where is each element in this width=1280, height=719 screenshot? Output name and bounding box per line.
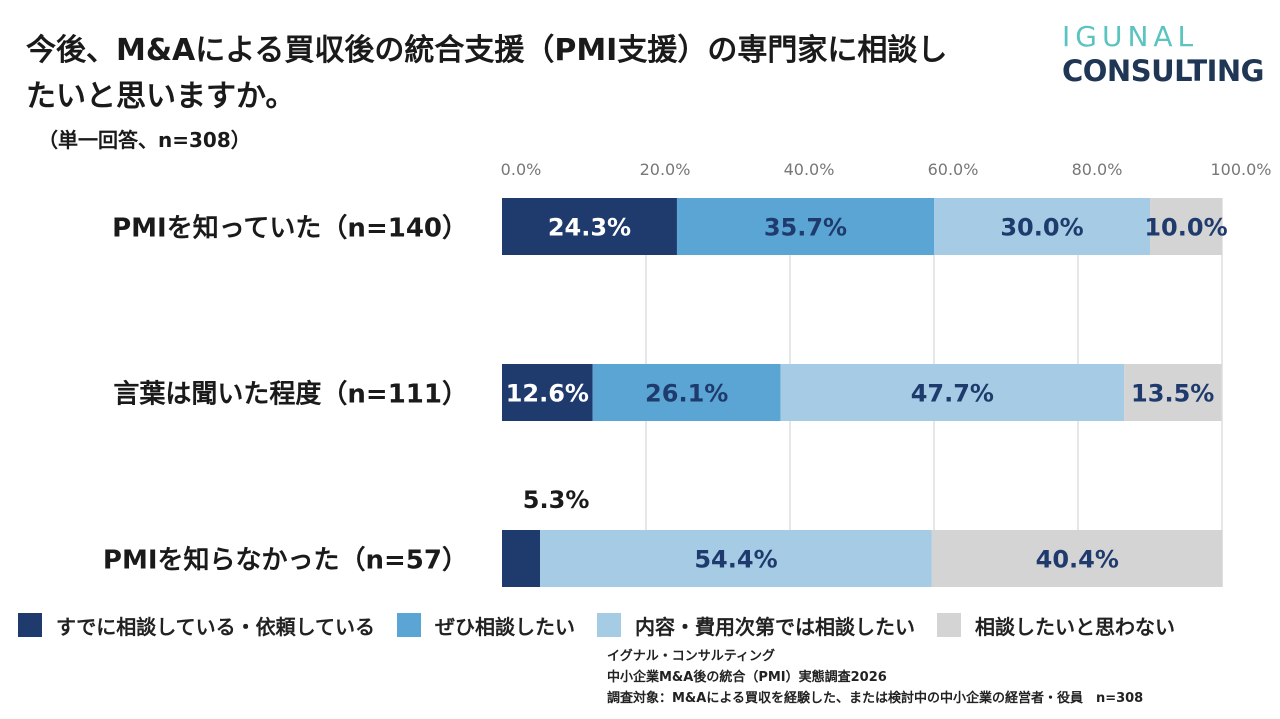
- legend-item-definitely-want: ぜひ相談したい: [397, 611, 575, 640]
- chart-subtitle: （単一回答、n=308）: [38, 128, 251, 152]
- logo-line-igunal: IGUNAL: [1062, 20, 1199, 53]
- legend-label-not-want: 相談したいと思わない: [975, 614, 1175, 639]
- x-tick-label: 20.0%: [640, 160, 691, 179]
- source-footnote: イグナル・コンサルティング 中小企業M&A後の統合（PMI）実態調査2026 調…: [607, 646, 1143, 709]
- legend-swatch-definitely-want: [397, 613, 421, 637]
- legend-item-consulting-now: すでに相談している・依頼している: [18, 611, 375, 640]
- legend-label-consulting-now: すでに相談している・依頼している: [56, 614, 375, 639]
- x-tick-label: 80.0%: [1072, 160, 1123, 179]
- data-label: 35.7%: [764, 214, 847, 242]
- footnote-line-target: 調査対象：M&Aによる買収を経験した、または検討中の中小企業の経営者・役員 n=…: [607, 691, 1144, 706]
- legend-label-depends-on-cost: 内容・費用次第では相談したい: [635, 614, 915, 639]
- data-label: 5.3%: [523, 486, 590, 514]
- bar-segment: [502, 530, 541, 587]
- footnote-line-company: イグナル・コンサルティング: [607, 649, 775, 664]
- x-tick-label: 100.0%: [1210, 160, 1271, 179]
- data-label: 10.0%: [1144, 214, 1227, 242]
- legend-swatch-not-want: [937, 613, 961, 637]
- category-label: PMIを知っていた（n=140）: [112, 214, 468, 244]
- legend-item-depends-on-cost: 内容・費用次第では相談したい: [597, 611, 915, 640]
- legend-label-definitely-want: ぜひ相談したい: [435, 614, 575, 639]
- bar-segment: [502, 364, 593, 421]
- data-label: 12.6%: [506, 380, 589, 408]
- data-label: 26.1%: [645, 380, 728, 408]
- category-label: PMIを知らなかった（n=57）: [103, 546, 468, 576]
- x-tick-label: 60.0%: [928, 160, 979, 179]
- chart-legend: すでに相談している・依頼している ぜひ相談したい 内容・費用次第では相談したい …: [18, 610, 1280, 640]
- x-tick-label: 0.0%: [501, 160, 542, 179]
- legend-swatch-depends-on-cost: [597, 613, 621, 637]
- bar-segment: [676, 198, 934, 255]
- data-label: 30.0%: [1000, 214, 1083, 242]
- bar-segment: [934, 198, 1150, 255]
- bar-segment: [931, 530, 1223, 587]
- data-label: 40.4%: [1036, 546, 1119, 574]
- logo-line-consulting: CONSULTING: [1062, 54, 1264, 88]
- bar-segment: [540, 530, 932, 587]
- bar-segment: [1124, 364, 1222, 421]
- data-label: 47.7%: [911, 380, 994, 408]
- bar-segment: [502, 198, 677, 255]
- data-label: 54.4%: [694, 546, 777, 574]
- x-tick-label: 40.0%: [784, 160, 835, 179]
- legend-item-not-want: 相談したいと思わない: [937, 611, 1175, 640]
- bar-segment: [1150, 198, 1222, 255]
- category-label: 言葉は聞いた程度（n=111）: [113, 379, 468, 410]
- legend-swatch-consulting-now: [18, 613, 42, 637]
- chart-title: 今後、M&Aによる買収後の統合支援（PMI支援）の専門家に相談したいと思いますか…: [26, 33, 948, 114]
- footnote-line-survey: 中小企業M&A後の統合（PMI）実態調査2026: [607, 670, 887, 685]
- igunal-consulting-logo: IGUNAL CONSULTING: [1062, 20, 1272, 88]
- data-label: 13.5%: [1131, 380, 1214, 408]
- bar-segment: [780, 364, 1125, 421]
- bar-segment: [592, 364, 781, 421]
- data-label: 24.3%: [548, 214, 631, 242]
